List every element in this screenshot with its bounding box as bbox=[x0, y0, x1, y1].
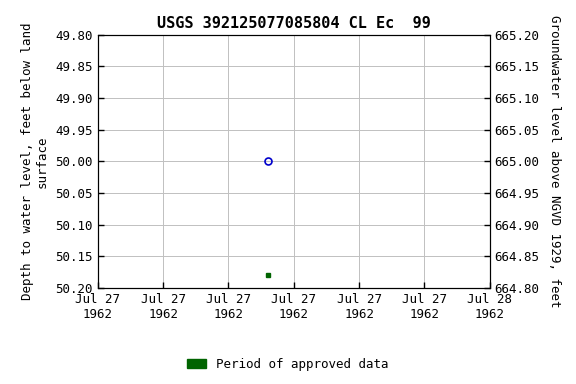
Title: USGS 392125077085804 CL Ec  99: USGS 392125077085804 CL Ec 99 bbox=[157, 16, 431, 31]
Legend: Period of approved data: Period of approved data bbox=[183, 353, 393, 376]
Y-axis label: Depth to water level, feet below land
surface: Depth to water level, feet below land su… bbox=[21, 23, 48, 300]
Y-axis label: Groundwater level above NGVD 1929, feet: Groundwater level above NGVD 1929, feet bbox=[548, 15, 561, 308]
